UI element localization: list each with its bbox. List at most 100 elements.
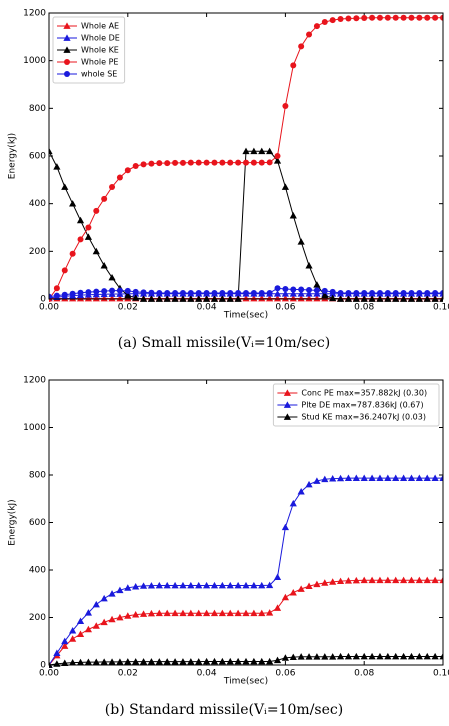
marker [227,159,234,166]
legend-label: Whole KE [81,46,119,55]
marker [108,615,116,623]
marker [85,289,92,296]
marker [100,594,108,602]
marker [61,637,69,645]
marker [163,658,171,665]
marker [76,294,85,302]
marker [195,581,203,589]
series-line [49,579,443,666]
marker [116,174,123,181]
marker [313,294,321,302]
marker [250,290,257,297]
marker [124,291,132,299]
caption: (b) Standard missile(Vᵢ=10m/sec) [105,702,343,718]
y-tick-label: 800 [29,471,46,481]
marker [108,273,116,281]
x-tick-label: 0.06 [275,303,295,313]
marker [250,159,257,166]
marker [336,577,345,585]
marker [266,290,273,297]
marker [273,656,282,664]
marker [109,287,116,294]
marker [344,652,353,660]
marker [336,474,345,482]
marker [297,653,305,660]
marker [282,102,289,109]
marker [266,657,274,665]
marker [289,499,297,507]
marker [132,658,140,665]
marker [69,290,76,297]
y-tick-label: 1000 [23,423,46,433]
legend-marker [64,71,70,77]
marker [400,14,407,21]
marker [329,474,337,482]
marker [100,658,108,665]
marker [171,658,179,665]
marker [171,581,179,589]
legend-marker [283,401,291,408]
marker [384,290,391,297]
marker [376,576,384,584]
marker [140,161,147,168]
x-tick-label: 0.10 [433,303,449,313]
marker [210,581,219,589]
marker [250,147,258,155]
marker [93,207,100,214]
marker [392,14,399,21]
marker [242,581,250,589]
marker [352,576,360,584]
series-line [49,477,443,666]
marker [219,290,226,297]
marker [187,658,195,665]
marker [139,582,148,589]
marker [234,657,242,665]
marker [290,62,297,69]
marker [345,290,352,297]
marker [76,216,85,224]
marker [155,581,163,589]
marker [297,294,305,302]
x-tick-label: 0.00 [39,669,59,679]
marker [407,474,416,481]
marker [360,474,368,481]
marker [147,582,156,589]
x-tick-label: 0.08 [354,303,374,313]
marker [337,15,344,22]
x-tick-label: 0.04 [197,669,217,679]
marker [61,642,69,649]
marker [266,159,273,166]
marker [76,617,85,624]
marker [164,290,171,297]
plot-frame [48,379,444,666]
marker [281,294,289,302]
marker [226,581,234,589]
marker [243,290,249,297]
marker [297,488,305,495]
marker [415,652,423,660]
marker [227,290,234,297]
marker [164,160,171,167]
marker [329,578,337,585]
marker [376,652,384,660]
marker [84,294,92,302]
marker [77,236,84,243]
legend-label: Whole AE [81,22,119,31]
legend-label: Whole DE [81,34,120,43]
marker [132,288,139,295]
marker [203,159,210,166]
marker [219,159,226,166]
marker [369,290,376,297]
marker [281,654,289,661]
legend-label: Conc PE max=357.882kJ (0.30) [301,389,427,398]
marker [416,290,423,297]
marker [432,290,439,297]
y-tick-label: 200 [29,247,46,257]
marker [423,474,431,481]
marker [195,658,203,665]
marker [329,288,336,295]
marker [392,474,400,481]
marker [234,581,242,589]
marker [187,609,195,617]
marker [53,163,61,170]
